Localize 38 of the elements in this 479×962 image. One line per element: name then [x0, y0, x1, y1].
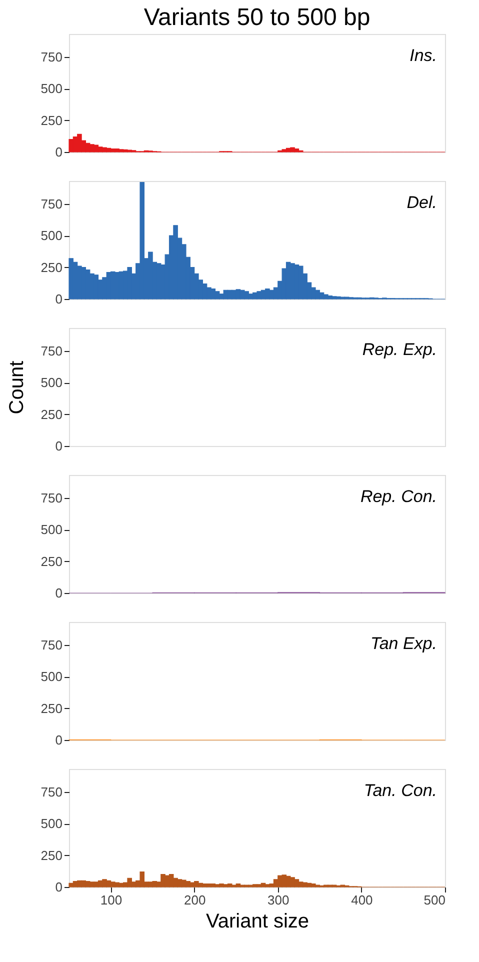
y-tick-label: 0 [55, 438, 62, 454]
y-tick-label: 750 [40, 49, 62, 64]
x-tick-label: 100 [100, 892, 122, 908]
y-tick-label: 0 [55, 586, 62, 600]
y-axis-title: Count [6, 360, 28, 414]
y-tick-label: 0 [55, 880, 62, 894]
y-tick-label: 750 [40, 490, 62, 506]
y-tick-label: 500 [40, 375, 62, 390]
y-tick-label: 0 [55, 144, 62, 160]
y-tick-label: 250 [40, 406, 62, 422]
annotation: Tan. Con. [364, 781, 437, 800]
y-tick-label: 750 [40, 343, 62, 358]
annotation: Rep. Con. [360, 487, 437, 506]
y-tick-label: 750 [40, 637, 62, 652]
y-tick-label: 500 [40, 669, 62, 684]
y-tick-label: 250 [40, 700, 62, 716]
annotation: Rep. Exp. [362, 340, 437, 359]
y-tick-label: 0 [55, 292, 62, 306]
annotation: Tan Exp. [370, 634, 437, 653]
x-tick-label: 200 [184, 892, 206, 908]
y-tick-label: 500 [40, 522, 62, 538]
y-tick-label: 250 [40, 112, 62, 128]
annotation: Del. [406, 193, 437, 212]
x-axis-title: Variant size [206, 910, 310, 932]
y-tick-label: 500 [40, 228, 62, 244]
y-tick-label: 500 [40, 81, 62, 96]
annotation: Ins. [410, 46, 437, 65]
y-tick-label: 250 [40, 554, 62, 569]
x-tick-label: 500 [424, 892, 446, 908]
y-tick-label: 250 [40, 260, 62, 275]
y-tick-label: 250 [40, 848, 62, 863]
y-tick-label: 500 [40, 816, 62, 832]
x-tick-label: 300 [268, 892, 290, 908]
y-tick-label: 0 [55, 732, 62, 748]
y-tick-label: 750 [40, 196, 62, 212]
chart-title: Variants 50 to 500 bp [144, 4, 370, 31]
x-tick-label: 400 [351, 892, 373, 908]
y-tick-label: 750 [40, 784, 62, 800]
